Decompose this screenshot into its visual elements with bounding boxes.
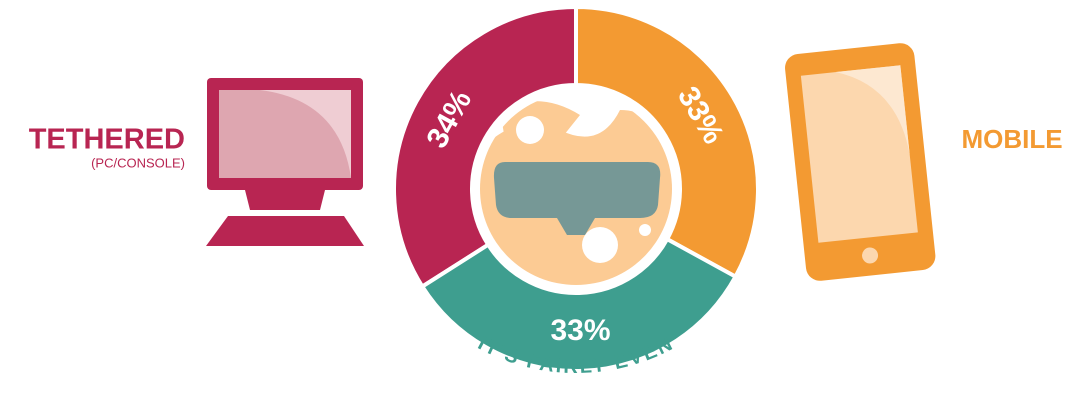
donut-segment xyxy=(392,4,578,290)
monitor-icon xyxy=(206,78,364,246)
category-sublabel: (PC/CONSOLE) xyxy=(91,155,185,170)
donut-segment xyxy=(574,4,760,280)
phone-icon xyxy=(785,43,936,281)
value-label: 33% xyxy=(550,314,610,347)
donut: 34% 33%33% xyxy=(392,4,760,373)
category-label: TETHERED xyxy=(29,124,185,156)
category-label: MOBILE xyxy=(961,124,1062,154)
donut-segment xyxy=(419,236,739,373)
